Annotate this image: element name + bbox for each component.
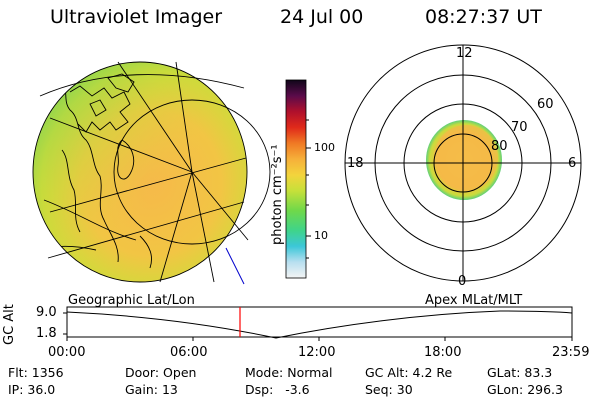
uv-haze [33, 62, 247, 282]
param-glon: GLon: 296.3 [487, 382, 563, 397]
geographic-panel-label: Geographic Lat/Lon [68, 293, 195, 308]
altitude-ytick-low: 1.8 [36, 326, 57, 341]
param-seq: Seq: 30 [365, 382, 413, 397]
param-gain: Gain: 13 [125, 382, 178, 397]
time-tick-1200: 12:00 [298, 345, 336, 360]
param-glat: GLat: 83.3 [487, 365, 553, 380]
mlt-label-0: 0 [458, 274, 467, 289]
apex-panel-label: Apex MLat/MLT [425, 293, 523, 308]
altitude-curve [66, 310, 573, 339]
polar-plot [344, 44, 582, 282]
time-tick-0000: 00:00 [48, 345, 86, 360]
time-tick-0600: 06:00 [170, 345, 208, 360]
mlat-label-80: 80 [491, 139, 508, 154]
date-label: 24 Jul 00 [280, 6, 364, 28]
geographic-image [32, 61, 271, 285]
coastlines [39, 73, 152, 269]
colorbar-tick-100: 100 [314, 141, 335, 154]
colorbar-scale [285, 79, 307, 279]
param-ip: IP: 36.0 [8, 382, 56, 397]
satellite-track [225, 247, 245, 285]
auroral-oval [426, 120, 502, 200]
time-label: 08:27:37 UT [425, 6, 542, 28]
mlt-label-6: 6 [568, 156, 577, 171]
colorbar-tick-10: 10 [314, 229, 328, 242]
colorbar [285, 79, 311, 279]
param-mode: Mode: Normal [245, 365, 333, 380]
time-tick-2359: 23:59 [552, 345, 590, 360]
altitude-plot [63, 306, 573, 341]
instrument-title: Ultraviolet Imager [50, 6, 223, 28]
altitude-ytick-high: 9.0 [36, 305, 57, 320]
param-dsp: Dsp: -3.6 [245, 382, 310, 397]
time-tick-1800: 18:00 [424, 345, 462, 360]
colorbar-unit-label: photon cm⁻²s⁻¹ [270, 144, 285, 245]
param-flt: Flt: 1356 [8, 365, 64, 380]
mlat-label-70: 70 [511, 120, 528, 135]
param-door: Door: Open [125, 365, 197, 380]
altitude-ylabel: GC Alt [2, 304, 17, 345]
mlat-label-60: 60 [537, 97, 554, 112]
mlt-label-12: 12 [456, 46, 473, 61]
param-gc-alt: GC Alt: 4.2 Re [365, 365, 453, 380]
mlt-label-18: 18 [347, 156, 364, 171]
geo-grid [32, 61, 271, 283]
